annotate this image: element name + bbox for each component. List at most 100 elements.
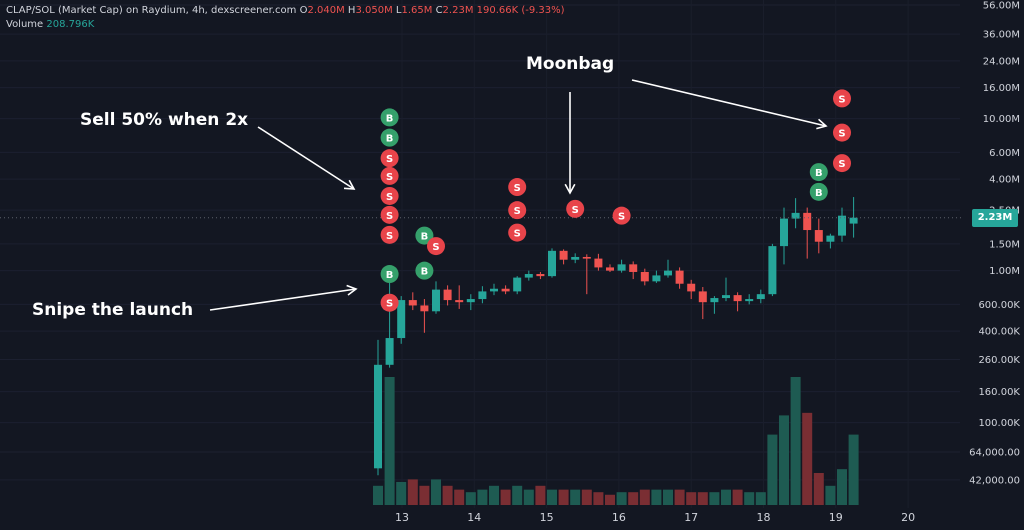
volume-bar [639,489,650,505]
marker-circle [833,89,851,108]
candle-body [455,300,464,303]
sell-marker: S [833,89,851,108]
y-tick-label: 400.00K [978,327,1020,338]
candle-body [710,298,719,303]
candle-body [490,288,498,292]
sell-marker: S [427,237,445,256]
marker-circle [380,108,399,127]
candle-body [524,274,533,278]
marker-letter: S [838,159,845,170]
volume-bar [813,473,824,505]
candle [455,285,464,309]
candle [629,261,638,280]
volume-bar [373,485,383,505]
candle-body [478,291,487,300]
candle-body [826,235,835,242]
marker-circle [809,163,828,182]
volume-bar [454,489,465,505]
volume-bar [616,492,627,505]
candle [524,270,533,281]
sell-marker: S [833,123,851,142]
marker-circle [427,237,445,256]
y-tick-label: 160.00K [978,387,1020,398]
candle [849,197,858,238]
volume-bar [535,485,546,505]
volume-bar [721,489,731,505]
volume-bar [697,492,708,505]
volume-bar [674,489,685,505]
candle [698,287,707,320]
volume-label: Volume [6,19,44,30]
candle-body [664,270,672,276]
candle [571,253,580,264]
marker-letter: S [514,183,521,194]
buy-marker: B [415,261,434,280]
volume-bar [709,492,720,505]
volume-bar [396,481,407,505]
y-tick-label: 56.00M [983,1,1020,12]
candle [594,253,603,271]
x-tick-label: 17 [684,511,698,524]
candle-body [698,291,707,303]
y-tick-label: 10.00M [983,114,1020,125]
price-axis: 56.00M 36.00M 24.00M 16.00M 10.00M 6.00M 4.00M… [969,1,1020,487]
candle [652,270,661,283]
buy-marker: B [809,182,828,201]
candle-body [780,218,788,247]
candle [397,296,406,344]
volume-bar [512,485,523,505]
sell-marker: S [612,206,631,225]
volume-bar [477,489,488,505]
candle [582,254,591,295]
y-tick-label: 600.00K [978,300,1020,311]
volume-bar [384,377,395,505]
candle-body [385,338,394,365]
annotation-sell-half: Sell 50% when 2x [80,110,249,130]
candle-body [594,258,603,268]
marker-letter: S [838,129,845,140]
candle [710,296,719,314]
candle-body [652,275,661,282]
sell-marker: S [380,149,399,168]
y-tick-label: 1.00M [989,266,1020,277]
candle-body [548,250,556,277]
legend-line-1: CLAP/SOL (Market Cap) on Raydium, 4h, de… [6,4,565,18]
candle [501,285,510,295]
candle-body [606,267,614,271]
marker-circle [612,206,631,225]
candle [385,270,394,368]
volume-bar [500,489,511,505]
ohlc-low: L1.65M [395,5,433,16]
y-tick-label: 42,000.00 [969,475,1020,486]
volume-bar [802,412,813,505]
marker-circle [415,226,434,245]
candle-body [374,364,382,469]
buy-marker: B [380,128,399,147]
volume-bar [663,489,673,505]
marker-letter: S [618,212,625,223]
candle-body [571,256,580,260]
marker-letter: B [386,113,394,124]
volume-bar [489,485,499,505]
marker-circle [508,201,527,220]
volume-bar [465,492,476,505]
ohlc-open: O2.040M [299,5,345,16]
marker-circle [380,166,399,185]
marker-letter: B [421,232,429,243]
ohlc-high: H3.050M [347,5,393,16]
candle [768,243,777,297]
candle-body [443,289,452,301]
candle-body [420,305,429,312]
candle-body [687,283,696,292]
candle [745,294,754,305]
candle [722,277,730,302]
arrow-moonbag-right [631,79,828,130]
sell-marker: S [380,186,399,205]
marker-circle [380,205,399,224]
volume-bar [651,489,662,505]
time-axis: 13 14 15 16 17 18 19 20 [395,511,915,524]
buy-marker: B [809,163,828,182]
ohlc-close: C2.23M [435,5,474,16]
